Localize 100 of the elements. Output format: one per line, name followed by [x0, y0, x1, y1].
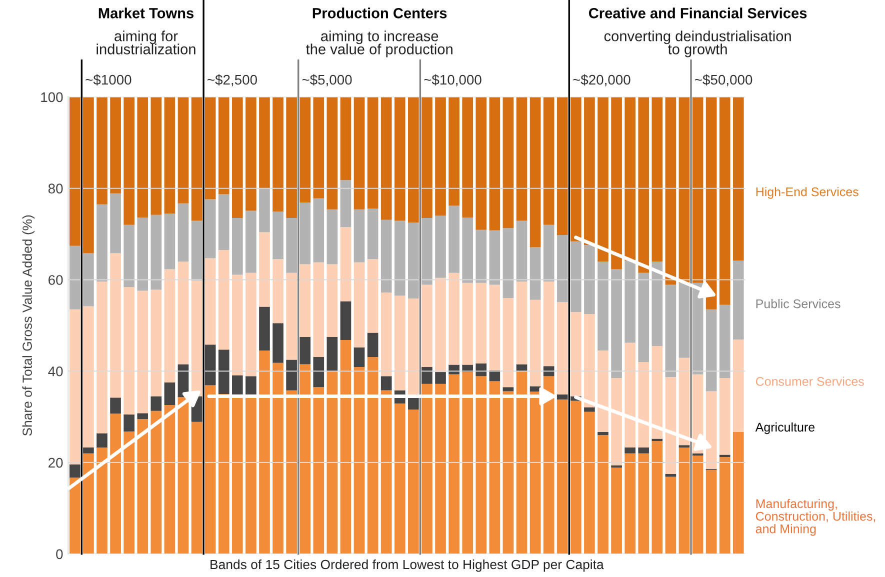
bar: [272, 362, 284, 554]
bar: [719, 457, 730, 554]
bar: [476, 376, 487, 554]
bar: [719, 378, 730, 455]
bar: [354, 347, 365, 368]
bar: [367, 356, 378, 554]
bar: [732, 96, 744, 261]
bar: [624, 453, 636, 554]
bar: [70, 309, 80, 464]
bar: [300, 202, 311, 264]
bar: [150, 290, 162, 396]
bar: [137, 96, 148, 218]
bar: [354, 367, 365, 554]
bar: [70, 246, 80, 310]
bar: [408, 96, 419, 223]
bar: [448, 364, 460, 374]
bar: [422, 218, 432, 285]
bar: [340, 180, 352, 228]
bar: [232, 375, 243, 394]
bar: [326, 371, 338, 554]
bar: [638, 453, 650, 554]
bar: [110, 253, 121, 398]
bar: [96, 282, 108, 434]
bar: [448, 374, 460, 554]
bar: [272, 212, 284, 260]
bar: [340, 227, 352, 302]
bar: [476, 282, 487, 364]
bar: [326, 96, 338, 210]
bar: [218, 350, 230, 394]
bar: [638, 362, 650, 448]
bar: [394, 296, 406, 390]
bar: [611, 96, 622, 270]
bar: [394, 220, 406, 296]
bar: [83, 453, 94, 554]
bar: [313, 387, 324, 554]
bar: [462, 372, 474, 554]
bar: [124, 414, 134, 432]
bar: [530, 392, 541, 554]
bar: [422, 384, 432, 554]
bar: [137, 413, 148, 420]
bar: [665, 96, 676, 285]
bar: [272, 323, 284, 363]
bar: [638, 272, 650, 362]
bar: [326, 264, 338, 337]
bar: [408, 398, 419, 410]
bar: [218, 194, 230, 250]
bar: [448, 272, 460, 365]
bar: [584, 96, 595, 245]
bar: [706, 470, 717, 554]
bar: [556, 394, 568, 400]
bar: [354, 209, 365, 262]
bar: [598, 432, 608, 436]
bar: [380, 390, 392, 554]
bar: [150, 410, 162, 554]
bar: [246, 96, 256, 211]
bar: [313, 96, 324, 198]
bar: [624, 260, 636, 343]
bar: [110, 414, 121, 554]
bar: [124, 96, 134, 225]
bar: [70, 96, 80, 246]
bar: [422, 367, 432, 384]
bar: [164, 382, 176, 405]
bar: [178, 261, 189, 364]
bar: [584, 245, 595, 314]
bar: [259, 350, 270, 554]
bar: [624, 342, 636, 448]
bar: [435, 278, 446, 372]
bar: [286, 218, 297, 273]
bar: [150, 96, 162, 215]
bar: [204, 344, 216, 386]
bar: [204, 96, 216, 200]
bar: [150, 396, 162, 411]
bar: [502, 387, 514, 392]
bar: [286, 96, 297, 218]
bar: [70, 464, 80, 478]
bar: [462, 282, 474, 365]
bar: [110, 398, 121, 414]
text: ~$2,500: [208, 74, 257, 86]
text: Market Towns aiming for industrialization: [96, 8, 196, 54]
bar: [502, 391, 514, 554]
y-tick-label: 80: [48, 184, 63, 194]
text: Production Centers aiming to increase the value of production: [306, 8, 452, 58]
bar: [422, 284, 432, 368]
bar: [191, 220, 202, 281]
x-axis-title: Bands of 15 Cities Ordered from Lowest to Highest GDP per Capita: [210, 559, 604, 572]
bar: [652, 96, 663, 262]
bar: [380, 292, 392, 376]
bar: [191, 422, 202, 554]
bar: [489, 284, 500, 370]
bar: [218, 96, 230, 194]
bar: [367, 208, 378, 260]
bar: [570, 96, 582, 242]
bar: [692, 456, 704, 554]
bar: [259, 96, 270, 189]
bar: [354, 262, 365, 348]
bar: [232, 274, 243, 376]
bar: [706, 309, 717, 392]
bar: [584, 412, 595, 554]
bar: [380, 376, 392, 390]
bar: [70, 478, 80, 554]
